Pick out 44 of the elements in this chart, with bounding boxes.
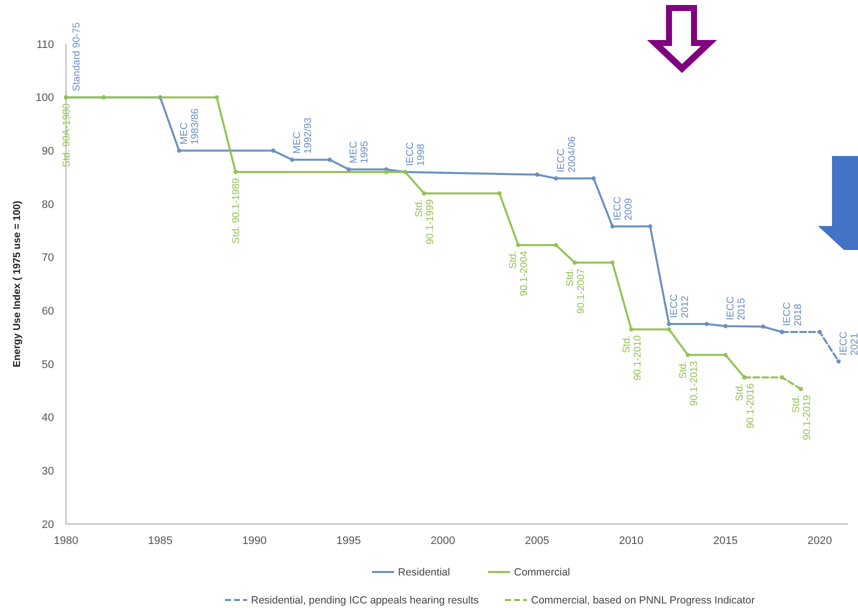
x-tick-label: 2015: [713, 535, 738, 547]
y-tick-label: 40: [42, 412, 54, 424]
legend-label: Residential: [398, 566, 450, 579]
annotation: Std. 90.1-1989: [231, 178, 242, 244]
annotation: Std. 90A-1980: [62, 102, 72, 168]
annotation: IECC 2004/06: [556, 136, 578, 172]
y-tick-label: 110: [36, 38, 54, 51]
annotation: Std. 90.1-2019: [790, 394, 813, 440]
annotation: IECC 1998: [405, 142, 428, 166]
annotation: IECC 2018: [782, 302, 804, 326]
annotation: Standard 90-75: [72, 22, 82, 92]
annotation: IECC 2009: [612, 196, 634, 220]
y-tick-label: 20: [42, 518, 54, 531]
x-tick-label: 2020: [807, 535, 832, 547]
annotation: IECC 2021: [838, 331, 858, 356]
legend-label: Commercial, based on PNNL Progress Indicator: [531, 594, 756, 607]
annotation: Std. 90.1-2004: [508, 250, 530, 296]
annotation: Std. 90.1-2016: [734, 382, 756, 428]
x-tick-label: 2005: [524, 535, 550, 547]
x-tick-label: 1985: [148, 535, 172, 547]
annotation: Std. 90.1-1999: [414, 198, 436, 244]
y-tick-label: 30: [42, 466, 54, 478]
annotation: MEC 1995: [348, 140, 371, 164]
annotation: Std. 90.1-2010: [621, 334, 644, 380]
y-tick-label: 90: [42, 146, 54, 158]
annotation: IECC 2015: [726, 296, 748, 320]
y-tick-label: 60: [42, 306, 54, 318]
annotation: MEC 1992/93: [292, 117, 314, 154]
x-tick-label: 1990: [242, 535, 267, 547]
y-axis-title: Energy Use Index ( 1975 use = 100): [12, 200, 23, 368]
y-tick-label: 50: [42, 358, 54, 371]
annotation: Std. 90.1-2013: [678, 360, 700, 406]
legend-label: Commercial: [514, 566, 570, 579]
y-tick-label: 70: [42, 252, 54, 264]
x-tick-label: 1995: [336, 535, 361, 547]
x-tick-label: 2000: [430, 535, 456, 547]
y-tick-label: 100: [36, 92, 54, 104]
annotation: Std. 90.1-2007: [564, 268, 587, 314]
y-tick-label: 80: [42, 198, 54, 211]
annotation: MEC 1983/86: [179, 108, 202, 145]
x-tick-label: 2010: [619, 535, 644, 547]
x-tick-label: 1980: [54, 535, 78, 547]
legend-label: Residential, pending ICC appeals hearing results: [251, 594, 479, 607]
annotation: IECC 2012: [668, 294, 691, 318]
